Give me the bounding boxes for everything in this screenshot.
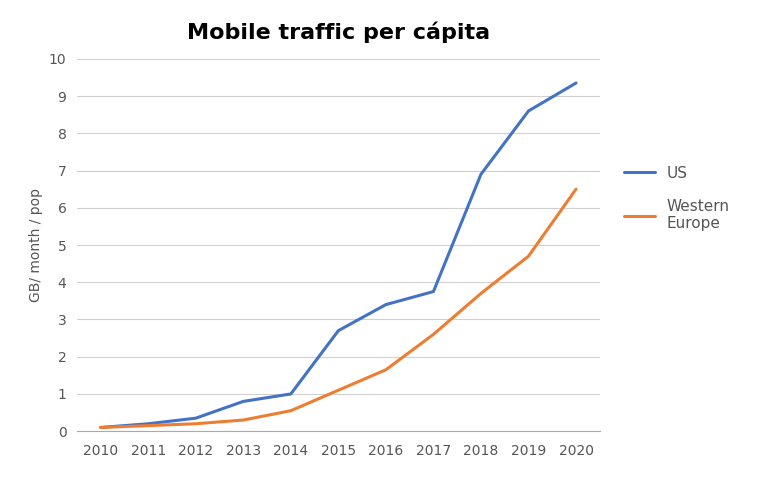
Title: Mobile traffic per cápita: Mobile traffic per cápita — [187, 22, 490, 43]
Western
Europe — [191, 421, 201, 427]
US — [476, 172, 485, 177]
Western
Europe — [476, 291, 485, 296]
Western
Europe — [96, 424, 105, 430]
US — [238, 398, 248, 404]
Western
Europe — [286, 408, 295, 414]
Western
Europe — [238, 417, 248, 423]
Y-axis label: GB/ month / pop: GB/ month / pop — [29, 188, 43, 302]
Western
Europe — [429, 331, 438, 337]
Line: Western
Europe: Western Europe — [101, 189, 576, 427]
US — [429, 289, 438, 294]
US — [524, 108, 533, 114]
Line: US: US — [101, 83, 576, 427]
US — [191, 415, 201, 421]
Legend: US, Western
Europe: US, Western Europe — [618, 160, 736, 238]
Western
Europe — [571, 186, 581, 192]
US — [286, 391, 295, 397]
US — [381, 302, 391, 308]
Western
Europe — [334, 387, 343, 393]
US — [334, 328, 343, 334]
Western
Europe — [381, 367, 391, 373]
Western
Europe — [524, 253, 533, 259]
US — [571, 80, 581, 86]
US — [144, 421, 153, 427]
US — [96, 424, 105, 430]
Western
Europe — [144, 423, 153, 429]
